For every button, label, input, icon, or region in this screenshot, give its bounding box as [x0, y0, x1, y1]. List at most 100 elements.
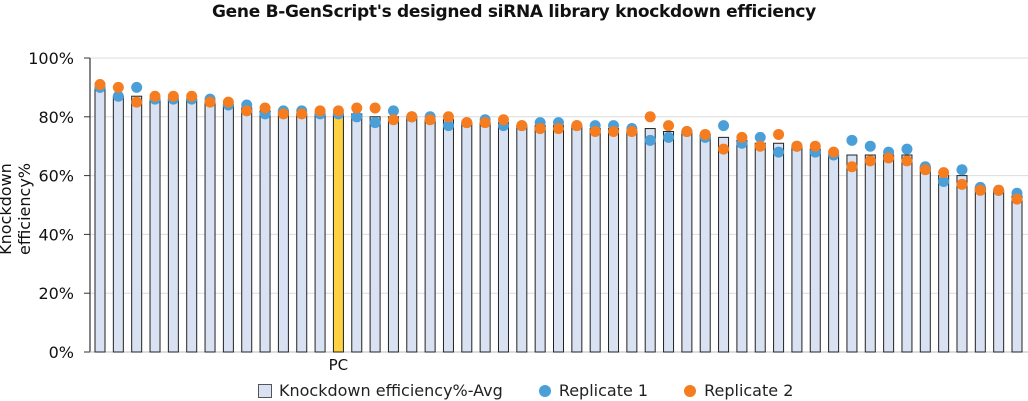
point-replicate2	[974, 184, 986, 196]
bar	[167, 98, 179, 353]
bar	[553, 125, 564, 353]
bar	[791, 145, 803, 353]
bar	[883, 154, 895, 353]
bar	[314, 113, 326, 353]
bar	[699, 133, 711, 353]
point-replicate2	[1011, 193, 1023, 205]
point-replicate1	[938, 175, 950, 187]
point-replicate2	[259, 102, 271, 114]
point-replicate2	[754, 140, 766, 152]
point-replicate1	[131, 81, 143, 93]
bar	[919, 166, 931, 353]
point-replicate1	[112, 90, 124, 102]
point-replicate2	[222, 96, 234, 108]
bar	[94, 86, 106, 353]
point-replicate2	[461, 117, 473, 129]
bar	[718, 136, 730, 353]
legend-dot-orange-icon	[684, 384, 697, 397]
point-replicate2	[112, 81, 124, 93]
point-replicate2	[681, 126, 693, 137]
bar	[149, 98, 161, 353]
point-replicate2	[204, 96, 216, 108]
point-replicate2	[993, 184, 1005, 196]
bar	[809, 148, 821, 353]
point-replicate2	[406, 111, 418, 123]
point-replicate2	[277, 108, 289, 120]
bar-pc	[332, 113, 344, 353]
bar	[369, 116, 381, 353]
point-replicate2	[644, 111, 656, 123]
bar	[681, 131, 693, 353]
point-replicate1	[644, 134, 656, 146]
point-replicate2	[864, 155, 876, 167]
legend-swatch-bar-icon	[258, 383, 272, 398]
bar	[626, 131, 638, 353]
bar	[534, 125, 546, 353]
point-replicate2	[296, 108, 308, 120]
chart-title: Gene B-GenScript's designed siRNA librar…	[212, 2, 816, 22]
point-replicate2	[663, 120, 675, 132]
point-replicate2	[516, 120, 528, 132]
bar	[589, 128, 601, 353]
point-replicate2	[314, 105, 326, 117]
bar	[754, 142, 766, 353]
point-replicate2	[828, 146, 840, 158]
point-replicate2	[846, 161, 858, 173]
bar	[112, 95, 124, 353]
point-replicate1	[663, 131, 675, 143]
point-replicate1	[773, 146, 785, 158]
point-replicate2	[241, 105, 253, 117]
point-replicate2	[589, 126, 601, 137]
point-replicate2	[149, 90, 161, 102]
point-replicate1	[864, 140, 876, 152]
point-replicate2	[534, 123, 546, 135]
point-replicate2	[791, 140, 803, 152]
bar	[993, 189, 1005, 353]
bar	[479, 122, 491, 353]
point-replicate1	[846, 134, 858, 146]
x-tick-label: PC	[329, 356, 349, 374]
legend: Knockdown efficiency%-Avg Replicate 1 Re…	[258, 381, 829, 400]
bar	[461, 122, 473, 353]
bar	[938, 175, 950, 353]
legend-item-avg: Knockdown efficiency%-Avg	[258, 381, 503, 400]
bar	[1011, 195, 1023, 353]
legend-item-replicate1: Replicate 1	[538, 381, 649, 400]
bar	[571, 125, 583, 353]
bar	[204, 101, 216, 353]
y-tick-label: 80%	[38, 108, 74, 127]
point-replicate1	[351, 111, 363, 123]
bar	[956, 175, 968, 353]
y-tick-label: 100%	[28, 49, 74, 68]
bar	[406, 116, 418, 353]
bar	[277, 110, 289, 353]
point-replicate2	[773, 128, 785, 140]
y-tick-label: 40%	[38, 225, 74, 244]
bar	[846, 154, 858, 353]
bar	[663, 131, 675, 353]
bar	[736, 139, 748, 353]
point-replicate2	[553, 123, 564, 135]
legend-dot-blue-icon	[538, 384, 551, 397]
point-replicate2	[479, 117, 491, 129]
point-replicate2	[919, 164, 931, 176]
point-replicate2	[497, 114, 509, 126]
bar	[828, 154, 840, 353]
bar	[974, 186, 986, 353]
legend-label-replicate1: Replicate 1	[558, 381, 649, 400]
bar	[296, 113, 308, 353]
bar	[864, 154, 876, 353]
point-replicate2	[699, 128, 711, 140]
y-tick-label: 20%	[38, 284, 74, 303]
bar	[516, 125, 528, 353]
bar	[387, 116, 399, 353]
point-replicate2	[94, 78, 106, 90]
bar	[186, 98, 198, 353]
point-replicate1	[387, 105, 399, 117]
point-replicate2	[626, 126, 638, 137]
point-replicate2	[131, 96, 143, 108]
bar	[497, 122, 509, 353]
legend-item-replicate2: Replicate 2	[684, 381, 793, 400]
bar	[259, 110, 271, 353]
point-replicate2	[369, 102, 381, 114]
